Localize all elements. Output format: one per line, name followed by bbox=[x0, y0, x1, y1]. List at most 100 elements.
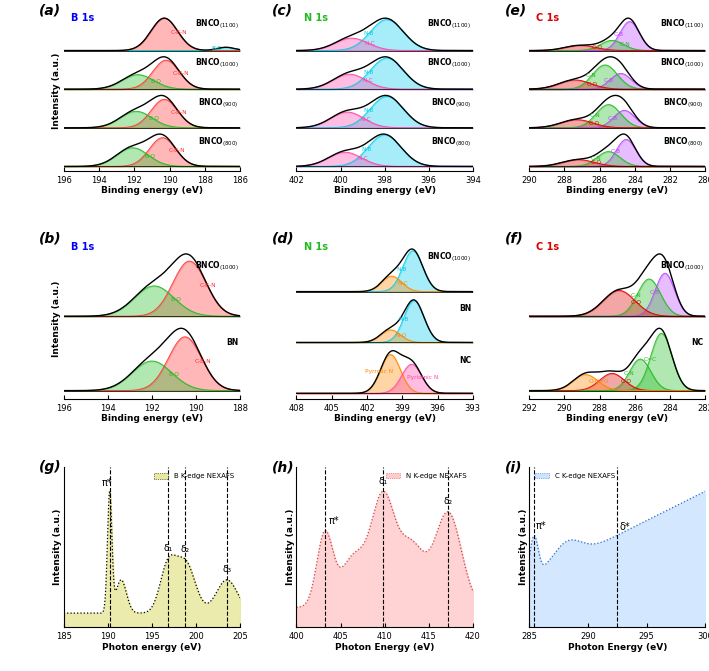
Text: δ₂: δ₂ bbox=[181, 545, 190, 554]
Text: B 1s: B 1s bbox=[71, 242, 94, 252]
Text: C-N: C-N bbox=[620, 42, 630, 48]
X-axis label: Photon Energy (eV): Photon Energy (eV) bbox=[335, 643, 435, 652]
X-axis label: Binding energy (eV): Binding energy (eV) bbox=[334, 186, 435, 195]
Text: Pyridinic N: Pyridinic N bbox=[407, 375, 438, 380]
Text: N-C: N-C bbox=[397, 280, 408, 286]
Text: C-B-N: C-B-N bbox=[172, 70, 189, 76]
X-axis label: Photon energy (eV): Photon energy (eV) bbox=[102, 643, 201, 652]
Text: N-B: N-B bbox=[398, 317, 408, 322]
Text: BNCO$_{(1000)}$: BNCO$_{(1000)}$ bbox=[428, 56, 471, 70]
Text: C-O: C-O bbox=[620, 378, 631, 384]
Text: C-N: C-N bbox=[590, 113, 601, 117]
Text: N-C: N-C bbox=[360, 117, 371, 121]
Text: B-O: B-O bbox=[170, 297, 182, 302]
Text: π*: π* bbox=[535, 521, 546, 531]
Text: (a): (a) bbox=[39, 3, 61, 17]
Text: C-B: C-B bbox=[649, 290, 659, 295]
Text: B-C: B-C bbox=[211, 46, 221, 51]
Text: (d): (d) bbox=[272, 232, 294, 246]
Text: (c): (c) bbox=[272, 3, 293, 17]
Text: δ₂: δ₂ bbox=[444, 497, 452, 507]
Text: N-B: N-B bbox=[363, 31, 374, 36]
Text: BN: BN bbox=[459, 305, 471, 313]
Text: C-N: C-N bbox=[631, 293, 642, 299]
Text: C-O: C-O bbox=[591, 160, 601, 165]
Text: B-O: B-O bbox=[148, 116, 159, 121]
Y-axis label: Intensity (a.u.): Intensity (a.u.) bbox=[286, 509, 295, 585]
Text: δ₁: δ₁ bbox=[163, 544, 172, 553]
Text: C-N: C-N bbox=[591, 156, 601, 161]
Text: (f): (f) bbox=[505, 232, 523, 246]
Text: BNCO$_{(800)}$: BNCO$_{(800)}$ bbox=[198, 135, 238, 149]
Text: C 1s: C 1s bbox=[536, 242, 559, 252]
Text: N-C: N-C bbox=[358, 156, 369, 161]
Text: C-O: C-O bbox=[587, 82, 598, 87]
Text: π*: π* bbox=[101, 478, 112, 488]
Text: N-O: N-O bbox=[396, 333, 407, 338]
Text: BNCO$_{(1000)}$: BNCO$_{(1000)}$ bbox=[660, 259, 704, 272]
X-axis label: Binding energy (eV): Binding energy (eV) bbox=[101, 415, 203, 423]
Text: NC: NC bbox=[459, 356, 471, 365]
Text: δ*: δ* bbox=[619, 522, 630, 531]
Text: C-N: C-N bbox=[586, 73, 597, 79]
Text: C-B: C-B bbox=[610, 149, 620, 154]
Text: δ₃: δ₃ bbox=[223, 566, 231, 574]
Text: δ₁: δ₁ bbox=[379, 477, 387, 486]
Legend: B K-edge NEXAFS: B K-edge NEXAFS bbox=[152, 470, 237, 482]
Text: C-B: C-B bbox=[614, 32, 624, 37]
Text: N-B: N-B bbox=[362, 146, 372, 152]
Text: Pyrrolic N: Pyrrolic N bbox=[365, 370, 393, 374]
Y-axis label: Intensity (a.u.): Intensity (a.u.) bbox=[52, 52, 61, 129]
Y-axis label: Intensity (a.u.): Intensity (a.u.) bbox=[52, 280, 61, 357]
X-axis label: Binding energy (eV): Binding energy (eV) bbox=[566, 186, 669, 195]
Text: B-O: B-O bbox=[150, 79, 161, 84]
Text: BNCO$_{(900)}$: BNCO$_{(900)}$ bbox=[198, 96, 238, 109]
Text: (h): (h) bbox=[272, 460, 294, 474]
Text: C-B-N: C-B-N bbox=[199, 283, 216, 289]
Text: B 1s: B 1s bbox=[71, 13, 94, 23]
Text: π*: π* bbox=[328, 516, 339, 526]
Legend: N K-edge NEXAFS: N K-edge NEXAFS bbox=[384, 470, 469, 482]
X-axis label: Photon Energy (eV): Photon Energy (eV) bbox=[568, 643, 667, 652]
Text: BNCO$_{(1100)}$: BNCO$_{(1100)}$ bbox=[428, 17, 471, 31]
Text: BNCO$_{(900)}$: BNCO$_{(900)}$ bbox=[431, 96, 471, 109]
Text: C-B-N: C-B-N bbox=[169, 148, 185, 153]
Text: B-O: B-O bbox=[169, 372, 179, 377]
Text: (b): (b) bbox=[39, 232, 62, 246]
Text: C-B-N: C-B-N bbox=[170, 30, 187, 35]
Text: O-C=O: O-C=O bbox=[589, 379, 610, 384]
Text: BN: BN bbox=[226, 338, 238, 347]
Text: N 1s: N 1s bbox=[303, 13, 328, 23]
Text: BNCO$_{(1100)}$: BNCO$_{(1100)}$ bbox=[195, 17, 238, 31]
X-axis label: Binding energy (eV): Binding energy (eV) bbox=[334, 415, 435, 423]
Text: C 1s: C 1s bbox=[536, 13, 559, 23]
Text: C-B-N: C-B-N bbox=[170, 109, 187, 115]
Legend: C K-edge NEXAFS: C K-edge NEXAFS bbox=[532, 470, 618, 482]
Text: BNCO$_{(1100)}$: BNCO$_{(1100)}$ bbox=[660, 17, 704, 31]
Text: C-N: C-N bbox=[623, 371, 634, 376]
Y-axis label: Intensity (a.u.): Intensity (a.u.) bbox=[519, 509, 527, 585]
Text: C=C: C=C bbox=[643, 357, 657, 362]
Text: N-B: N-B bbox=[396, 266, 407, 272]
Text: N-C: N-C bbox=[362, 79, 373, 83]
Text: C-B-N: C-B-N bbox=[195, 358, 211, 364]
Text: B-O: B-O bbox=[145, 154, 155, 158]
Text: N-B: N-B bbox=[363, 108, 374, 113]
Text: C-O: C-O bbox=[588, 121, 600, 126]
Text: N 1s: N 1s bbox=[303, 242, 328, 252]
Text: (i): (i) bbox=[505, 460, 522, 474]
Text: (e): (e) bbox=[505, 3, 527, 17]
Y-axis label: Intensity (a.u.): Intensity (a.u.) bbox=[53, 509, 62, 585]
Text: (g): (g) bbox=[39, 460, 62, 474]
Text: BNCO$_{(1000)}$: BNCO$_{(1000)}$ bbox=[660, 56, 704, 70]
Text: N-B: N-B bbox=[363, 70, 374, 74]
Text: BNCO$_{(800)}$: BNCO$_{(800)}$ bbox=[431, 135, 471, 149]
Text: C-O: C-O bbox=[631, 299, 642, 305]
Text: N-C: N-C bbox=[364, 41, 375, 46]
Text: BNCO$_{(800)}$: BNCO$_{(800)}$ bbox=[664, 135, 704, 149]
Text: C-B: C-B bbox=[608, 115, 618, 121]
X-axis label: Binding energy (eV): Binding energy (eV) bbox=[566, 415, 669, 423]
Text: BNCO$_{(1000)}$: BNCO$_{(1000)}$ bbox=[195, 56, 238, 70]
Text: BNCO$_{(900)}$: BNCO$_{(900)}$ bbox=[664, 96, 704, 109]
Text: C-B: C-B bbox=[604, 78, 614, 83]
